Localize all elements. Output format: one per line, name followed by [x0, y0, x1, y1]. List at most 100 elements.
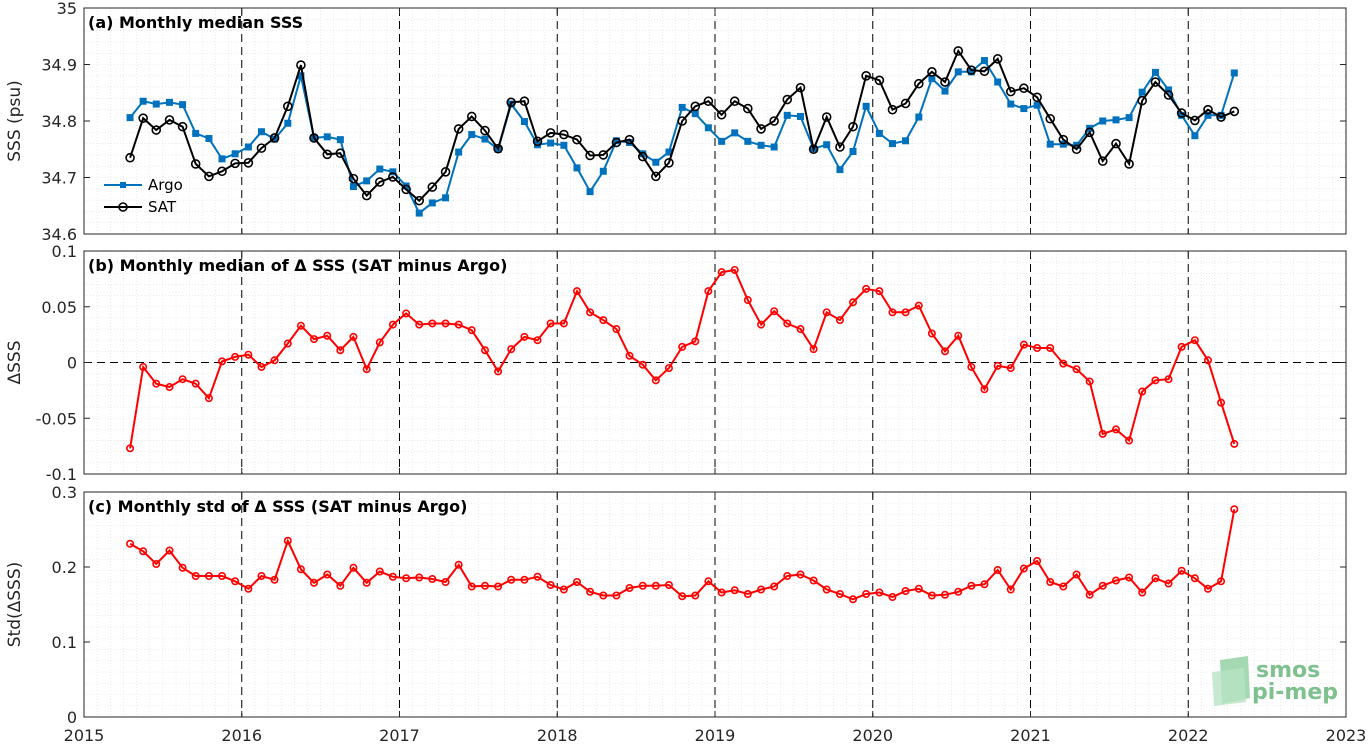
data-point	[690, 101, 701, 112]
data-point	[756, 124, 766, 134]
data-point	[204, 394, 213, 403]
data-point	[402, 309, 411, 318]
y-tick-label: 0.05	[41, 298, 77, 317]
data-point	[126, 539, 135, 548]
data-point	[704, 287, 713, 296]
data-point	[954, 587, 963, 596]
data-point	[1190, 336, 1199, 345]
data-point	[823, 141, 831, 149]
data-point	[757, 320, 766, 329]
data-point	[888, 140, 896, 148]
data-point	[1163, 90, 1174, 100]
data-point	[375, 338, 384, 347]
data-point	[770, 143, 778, 151]
data-point	[625, 351, 634, 360]
data-point	[994, 78, 1002, 86]
data-point	[1217, 577, 1226, 586]
data-point	[455, 148, 463, 156]
data-point	[362, 578, 371, 587]
data-point	[1019, 340, 1028, 349]
data-point	[638, 581, 647, 590]
data-point	[901, 586, 910, 595]
data-point	[822, 585, 831, 594]
data-point	[1112, 425, 1121, 434]
data-point	[466, 111, 477, 122]
data-point	[126, 444, 135, 453]
data-point	[559, 585, 568, 594]
data-point	[284, 119, 292, 127]
series-delta-sss	[126, 265, 1239, 453]
data-point	[940, 77, 950, 87]
data-point	[836, 166, 844, 174]
data-point	[441, 577, 450, 586]
data-point	[1084, 127, 1095, 138]
logo-text-smos: smos	[1256, 658, 1320, 683]
data-point	[927, 67, 937, 77]
data-point	[166, 98, 174, 106]
data-point	[861, 71, 871, 81]
data-point	[244, 584, 253, 593]
data-point	[415, 209, 423, 217]
data-point	[1138, 588, 1147, 597]
data-point	[217, 166, 227, 177]
data-point	[139, 547, 148, 556]
data-point	[257, 128, 265, 136]
data-point	[388, 572, 397, 581]
data-point	[467, 326, 476, 335]
data-point	[374, 177, 385, 187]
data-point	[664, 158, 674, 168]
data-point	[481, 135, 489, 143]
data-point	[244, 143, 252, 151]
data-point	[1059, 359, 1068, 368]
data-point	[336, 346, 345, 355]
data-point	[204, 571, 213, 580]
data-point	[270, 575, 279, 584]
y-tick-label: 0	[67, 354, 77, 373]
data-point	[1072, 570, 1081, 579]
y-tick-label: 34.7	[41, 169, 77, 188]
series-line	[129, 268, 1236, 449]
data-point	[953, 46, 964, 56]
data-point	[664, 580, 673, 589]
data-point	[757, 141, 765, 149]
series-argo	[126, 57, 1238, 217]
data-point	[1125, 573, 1134, 582]
data-point	[520, 575, 529, 584]
data-point	[230, 158, 240, 169]
data-point	[270, 356, 279, 365]
x-tick-label: 2016	[221, 726, 262, 745]
data-point	[493, 143, 503, 154]
data-point	[494, 367, 503, 376]
data-point	[323, 133, 331, 141]
series-line	[129, 509, 1236, 601]
data-point	[1059, 582, 1068, 591]
data-point	[323, 331, 332, 340]
series-sat	[125, 46, 1240, 206]
data-point	[205, 135, 213, 143]
data-point	[244, 350, 253, 359]
data-point	[520, 118, 528, 126]
data-point	[862, 102, 870, 110]
data-point	[1230, 439, 1239, 448]
data-point	[691, 591, 700, 600]
data-point	[914, 78, 924, 89]
y-tick-label: 0	[67, 708, 77, 727]
data-point	[440, 167, 451, 177]
x-tick-label: 2019	[695, 726, 736, 745]
data-point	[1230, 505, 1239, 514]
data-point	[993, 361, 1002, 370]
data-point	[1112, 576, 1121, 585]
panel-c: 0 0.1 0.2 0.3 2015 2016 2017 2018 2019 2020 2021 20…	[5, 483, 1366, 745]
data-point	[348, 173, 359, 184]
data-point	[875, 588, 884, 597]
data-point	[309, 133, 319, 143]
data-point	[875, 287, 884, 296]
data-point	[1165, 86, 1173, 94]
data-point	[1151, 376, 1160, 385]
data-point	[1191, 132, 1199, 140]
data-point	[177, 121, 188, 132]
data-point	[283, 339, 292, 348]
data-point	[783, 571, 792, 580]
data-point	[269, 133, 280, 143]
